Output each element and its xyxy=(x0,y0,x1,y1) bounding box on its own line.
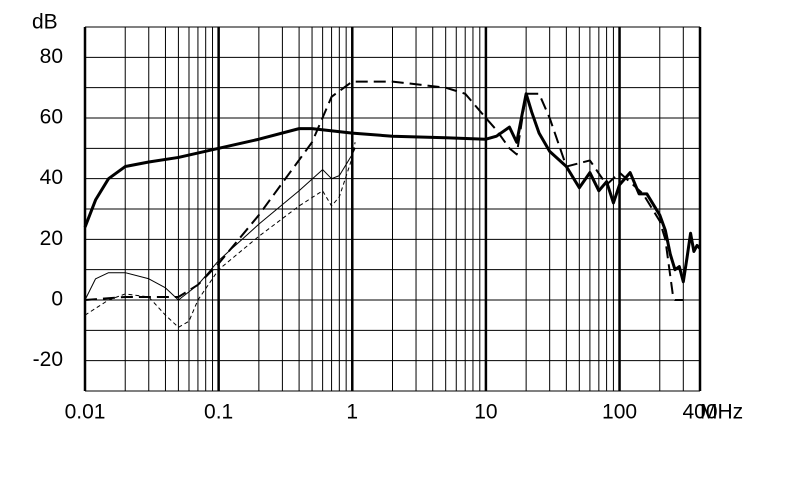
line xyxy=(84,148,356,301)
x-unit: MHz xyxy=(700,401,743,424)
line xyxy=(84,142,356,328)
y-tick-label: 60 xyxy=(40,106,63,129)
x-tick-label: 400 xyxy=(682,401,717,424)
line xyxy=(84,80,684,301)
x-tick-label: 10 xyxy=(474,401,497,424)
y-tick-label: 40 xyxy=(40,166,63,189)
y-unit: dB xyxy=(32,11,58,34)
line xyxy=(83,92,702,284)
x-tick-label: 0.01 xyxy=(65,401,106,424)
y-tick-label: 0 xyxy=(51,288,63,311)
y-tick-label: -20 xyxy=(33,348,63,371)
x-tick-label: 1 xyxy=(346,401,358,424)
x-tick-label: 0.1 xyxy=(204,401,233,424)
y-tick-label: 80 xyxy=(40,45,63,68)
y-tick-label: 20 xyxy=(40,227,63,250)
x-tick-label: 100 xyxy=(602,401,637,424)
